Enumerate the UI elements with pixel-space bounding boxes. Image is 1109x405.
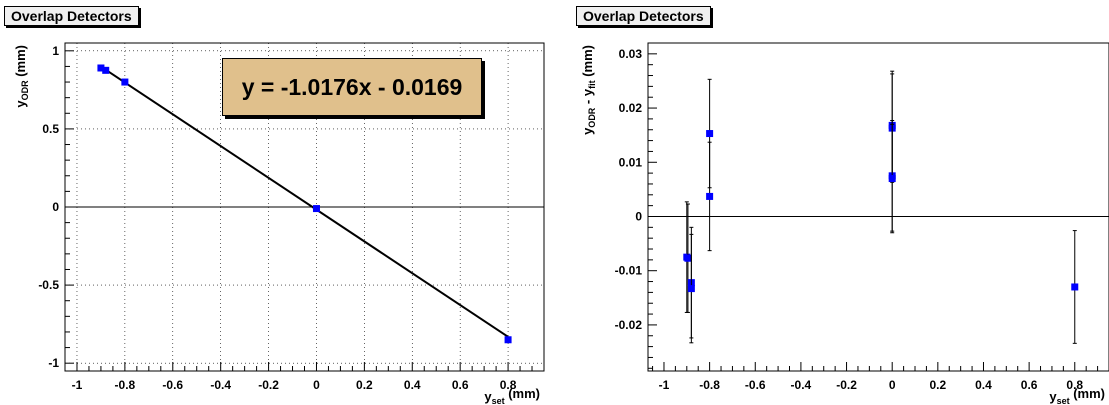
x-tick-label: 0.6 <box>452 378 469 392</box>
x-tick-label: -0.4 <box>791 378 812 392</box>
data-point <box>706 192 714 200</box>
y-tick-label: 0.03 <box>619 47 643 61</box>
x-tick-label: -1 <box>659 378 670 392</box>
x-tick-label: 0.8 <box>500 378 517 392</box>
data-point <box>888 175 896 183</box>
x-tick-label: -0.6 <box>162 378 183 392</box>
x-tick-label: 0.2 <box>929 378 946 392</box>
x-tick-label: -0.8 <box>699 378 720 392</box>
data-point <box>504 336 512 344</box>
x-tick-label: -0.6 <box>745 378 766 392</box>
x-tick-label: 0.6 <box>1021 378 1038 392</box>
x-tick-label: -1 <box>72 378 83 392</box>
x-tick-label: 0.4 <box>975 378 992 392</box>
data-point <box>121 78 129 86</box>
y-tick-label: 1 <box>52 44 59 58</box>
data-point <box>1071 283 1079 291</box>
x-axis-label: yset (mm) <box>1049 386 1105 405</box>
x-tick-label: 0.2 <box>356 378 373 392</box>
data-point <box>102 66 110 74</box>
data-point <box>687 285 695 293</box>
x-tick-label: 0 <box>889 378 896 392</box>
y-tick-label: 0 <box>52 200 59 214</box>
data-point <box>97 64 105 72</box>
y-tick-label: 0.01 <box>619 155 643 169</box>
x-tick-label: 0 <box>313 378 320 392</box>
x-tick-label: -0.2 <box>258 378 279 392</box>
y-axis-label: yODR - yfit (mm) <box>580 45 597 135</box>
plot-frame <box>647 42 1109 372</box>
right-chart-svg: -1 -0.8 -0.6 -0.4 -0.2 0 0.2 0.4 0.6 0.8 -0.02 -0.0… <box>580 42 1109 405</box>
y-tick-label: 0.02 <box>619 101 643 115</box>
x-tick-label: -0.4 <box>210 378 231 392</box>
x-tick-label: -0.8 <box>115 378 136 392</box>
data-point <box>684 254 692 262</box>
x-tick-label: -0.2 <box>836 378 857 392</box>
data-point <box>706 130 714 138</box>
x-tick-label: 0.4 <box>404 378 421 392</box>
y-tick-label: -0.02 <box>615 318 643 332</box>
y-axis-label: yODR (mm) <box>13 45 30 108</box>
y-tick-label: -0.01 <box>615 264 643 278</box>
left-chart-svg: -1 -0.8 -0.6 -0.4 -0.2 0 0.2 0.4 0.6 0.8 -1 -0.5 0 0.… <box>13 42 545 405</box>
left-chart-panel: -1 -0.8 -0.6 -0.4 -0.2 0 0.2 0.4 0.6 0.8 -1 -0.5 0 0.… <box>4 6 545 405</box>
x-axis-label: yset (mm) <box>484 386 540 405</box>
fit-line <box>100 65 509 338</box>
right-chart-panel: -1 -0.8 -0.6 -0.4 -0.2 0 0.2 0.4 0.6 0.8 -0.02 -0.0… <box>572 0 1109 405</box>
left-chart-title: Overlap Detectors <box>4 6 139 26</box>
y-tick-label: -0.5 <box>38 278 59 292</box>
y-tick-label: 0 <box>635 209 642 223</box>
data-point <box>312 205 320 213</box>
right-chart-title: Overlap Detectors <box>576 6 711 26</box>
fit-equation-label: y = -1.0176x - 0.0169 <box>222 58 482 116</box>
x-tick-label: 0.8 <box>1066 378 1083 392</box>
y-tick-label: -1 <box>48 356 59 370</box>
y-tick-label: 0.5 <box>42 122 59 136</box>
